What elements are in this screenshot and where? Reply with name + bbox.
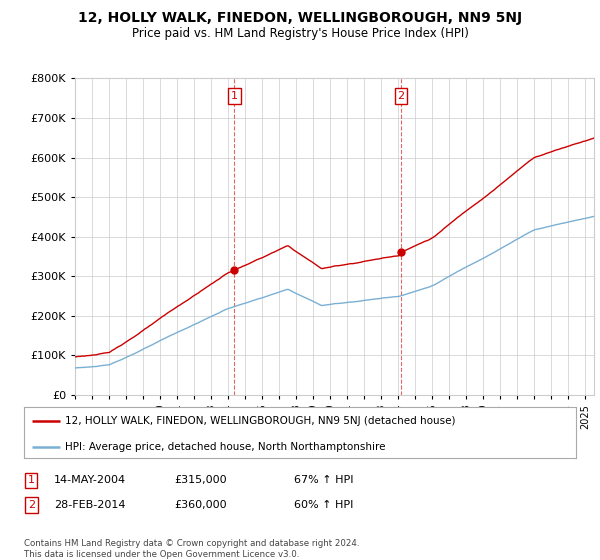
Text: 12, HOLLY WALK, FINEDON, WELLINGBOROUGH, NN9 5NJ: 12, HOLLY WALK, FINEDON, WELLINGBOROUGH,… (78, 11, 522, 25)
Text: 1: 1 (28, 475, 35, 486)
Text: Contains HM Land Registry data © Crown copyright and database right 2024.
This d: Contains HM Land Registry data © Crown c… (24, 539, 359, 559)
Text: 1: 1 (231, 91, 238, 101)
Text: 67% ↑ HPI: 67% ↑ HPI (294, 475, 353, 486)
Text: 2: 2 (397, 91, 404, 101)
Text: £360,000: £360,000 (174, 500, 227, 510)
Text: £315,000: £315,000 (174, 475, 227, 486)
Text: 12, HOLLY WALK, FINEDON, WELLINGBOROUGH, NN9 5NJ (detached house): 12, HOLLY WALK, FINEDON, WELLINGBOROUGH,… (65, 416, 456, 426)
Text: HPI: Average price, detached house, North Northamptonshire: HPI: Average price, detached house, Nort… (65, 442, 386, 452)
Text: 2: 2 (28, 500, 35, 510)
Text: 14-MAY-2004: 14-MAY-2004 (54, 475, 126, 486)
Text: 60% ↑ HPI: 60% ↑ HPI (294, 500, 353, 510)
Text: Price paid vs. HM Land Registry's House Price Index (HPI): Price paid vs. HM Land Registry's House … (131, 27, 469, 40)
Text: 28-FEB-2014: 28-FEB-2014 (54, 500, 125, 510)
